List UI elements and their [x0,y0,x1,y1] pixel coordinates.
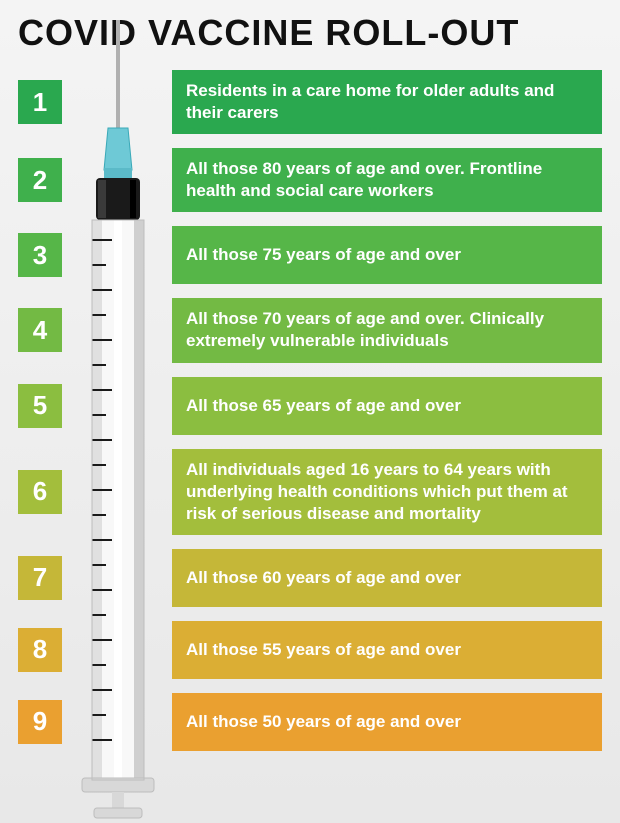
priority-row: 1 Residents in a care home for older adul… [18,70,602,134]
row-gap [62,226,172,284]
priority-row: 5 All those 65 years of age and over [18,377,602,435]
row-gap [62,693,172,751]
priority-text: All those 80 years of age and over. Fron… [172,148,602,212]
priority-number: 7 [18,556,62,600]
priority-number: 4 [18,308,62,352]
priority-number: 3 [18,233,62,277]
row-gap [62,70,172,134]
priority-text: All those 70 years of age and over. Clin… [172,298,602,362]
row-gap [62,621,172,679]
priority-list: 1 Residents in a care home for older adul… [18,70,602,765]
priority-row: 2 All those 80 years of age and over. Fro… [18,148,602,212]
priority-text: All individuals aged 16 years to 64 year… [172,449,602,535]
row-gap [62,298,172,362]
priority-row: 8 All those 55 years of age and over [18,621,602,679]
priority-text: All those 65 years of age and over [172,377,602,435]
priority-row: 6 All individuals aged 16 years to 64 yea… [18,449,602,535]
priority-number: 8 [18,628,62,672]
priority-text: All those 55 years of age and over [172,621,602,679]
priority-number: 5 [18,384,62,428]
row-gap [62,377,172,435]
row-gap [62,148,172,212]
row-gap [62,449,172,535]
priority-row: 4 All those 70 years of age and over. Cli… [18,298,602,362]
priority-number: 9 [18,700,62,744]
priority-row: 7 All those 60 years of age and over [18,549,602,607]
priority-row: 9 All those 50 years of age and over [18,693,602,751]
priority-text: Residents in a care home for older adult… [172,70,602,134]
priority-number: 1 [18,80,62,124]
priority-text: All those 50 years of age and over [172,693,602,751]
priority-row: 3 All those 75 years of age and over [18,226,602,284]
row-gap [62,549,172,607]
page-title: COVID VACCINE ROLL-OUT [0,0,620,62]
priority-number: 2 [18,158,62,202]
priority-text: All those 60 years of age and over [172,549,602,607]
priority-text: All those 75 years of age and over [172,226,602,284]
priority-number: 6 [18,470,62,514]
